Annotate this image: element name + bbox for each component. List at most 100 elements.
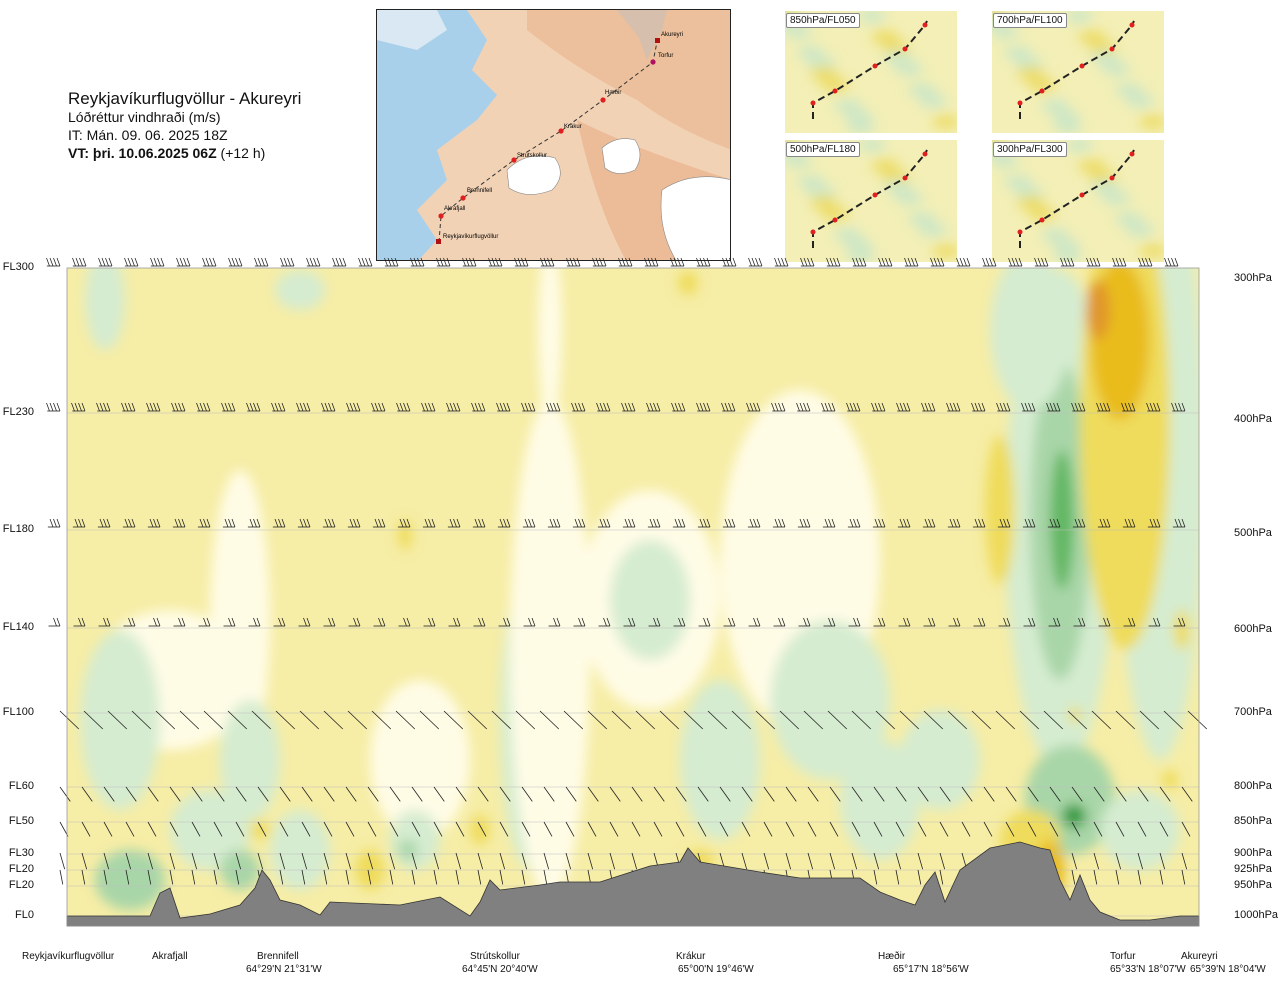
wind-barb — [675, 821, 685, 837]
wind-barb — [125, 821, 135, 837]
wind-barb — [917, 786, 929, 802]
station-label: Reykjavíkurflugvöllur — [22, 951, 115, 962]
level-label-left: FL60 — [8, 780, 34, 792]
wind-barb — [961, 821, 971, 837]
wind-barb — [998, 617, 1011, 627]
wind-barb — [1008, 257, 1023, 267]
wind-barb — [323, 869, 328, 885]
wind-barb — [301, 786, 313, 802]
wind-barb — [198, 617, 211, 627]
wind-barb — [917, 821, 927, 837]
wind-barb — [191, 786, 203, 802]
variable-label: Lóðréttur vindhraði (m/s) — [68, 109, 221, 125]
wind-barb — [467, 710, 488, 730]
level-label-left: FL140 — [2, 621, 34, 633]
vertical-velocity-cell — [170, 790, 250, 870]
wind-barb — [395, 710, 416, 730]
wind-barb — [496, 402, 511, 412]
wind-barb — [731, 710, 752, 730]
wind-barb — [345, 869, 350, 885]
wind-barb — [587, 710, 608, 730]
wind-barb — [125, 786, 137, 802]
vertical-velocity-cell — [1069, 707, 1081, 723]
wind-barb — [646, 402, 661, 412]
wind-barb — [873, 821, 883, 837]
wind-barb — [1005, 786, 1017, 802]
wind-barb — [477, 786, 489, 802]
wind-barb — [1146, 402, 1161, 412]
wind-barb — [898, 617, 911, 627]
wind-barb — [96, 402, 111, 412]
wind-barb — [257, 786, 269, 802]
wind-barb — [939, 852, 946, 870]
inset-500: 500hPa/FL180 — [785, 140, 957, 262]
wind-barb — [323, 852, 330, 870]
vertical-velocity-cell — [1162, 770, 1178, 790]
inset-300: 300hPa/FL300 — [992, 140, 1164, 262]
wind-barb — [1159, 821, 1169, 837]
wind-barb — [323, 617, 336, 627]
wind-barb — [59, 869, 64, 885]
wind-barb — [514, 257, 529, 267]
wind-barb — [746, 402, 761, 412]
wind-barb — [371, 402, 386, 412]
wind-barb — [1148, 617, 1161, 627]
wind-barb — [499, 869, 504, 885]
wind-barb — [618, 257, 633, 267]
wind-barb — [1112, 257, 1127, 267]
wind-barb — [961, 786, 973, 802]
wind-barb — [1159, 786, 1171, 802]
wind-barb — [917, 869, 922, 885]
wind-barb — [973, 617, 986, 627]
wind-barb — [807, 821, 817, 837]
wind-barb — [1172, 518, 1186, 528]
route-map-image: Akureyri Torfur Hæðir Krákur Strútskollu… — [377, 10, 730, 260]
wind-barb — [346, 402, 361, 412]
wind-barb — [1021, 402, 1036, 412]
wind-barb — [1091, 710, 1112, 730]
wind-barb — [279, 869, 284, 885]
wind-barb — [169, 786, 181, 802]
wind-barb — [247, 518, 261, 528]
level-label-right: 850hPa — [1234, 815, 1272, 827]
wind-barb — [323, 710, 344, 730]
wind-barb — [1159, 869, 1164, 885]
wind-barb — [389, 852, 396, 870]
wind-barb — [587, 852, 594, 870]
wind-barb — [81, 852, 88, 870]
wind-barb — [397, 518, 411, 528]
wind-barb — [235, 786, 247, 802]
level-label-right: 800hPa — [1234, 780, 1272, 792]
wind-barb — [797, 518, 811, 528]
wind-barb — [723, 617, 736, 627]
wind-barb — [499, 821, 509, 837]
wind-barb — [895, 821, 905, 837]
wind-barb — [565, 786, 577, 802]
wind-barb — [473, 617, 486, 627]
wind-barb — [611, 710, 632, 730]
wind-barb — [1067, 710, 1088, 730]
wind-barb — [741, 821, 751, 837]
wind-barb — [367, 786, 379, 802]
station-coord: 65°33'N 18°07'W — [1110, 964, 1186, 975]
wind-barb — [1137, 852, 1144, 870]
vertical-velocity-cell — [210, 470, 270, 770]
wind-barb — [169, 852, 176, 870]
wind-barb — [631, 852, 638, 870]
wind-barb — [923, 710, 944, 730]
level-label-left: FL20 — [8, 879, 34, 891]
wind-barb — [213, 869, 218, 885]
wind-barb — [1086, 257, 1101, 267]
wind-barb — [521, 821, 531, 837]
wind-barb — [796, 402, 811, 412]
wind-barb — [345, 852, 352, 870]
wind-barb — [1187, 710, 1208, 730]
wind-barb — [622, 518, 636, 528]
level-label-right: 700hPa — [1234, 706, 1272, 718]
wind-barb — [904, 257, 919, 267]
wind-barb — [785, 852, 792, 870]
wind-barb — [917, 852, 924, 870]
wind-barb — [1181, 869, 1186, 885]
wind-barb — [433, 852, 440, 870]
wind-barb — [1171, 402, 1186, 412]
